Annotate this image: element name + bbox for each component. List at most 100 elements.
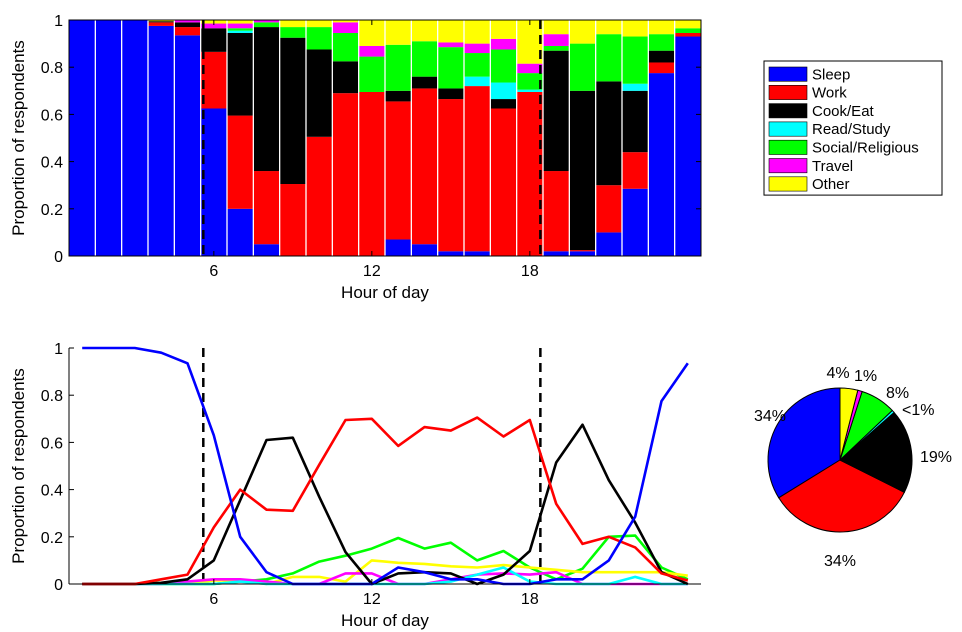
bar-other-18 xyxy=(516,20,543,64)
stacked-bar-chart: 0 0.2 0.4 0.6 0.8 1 6 12 18 Hour of day Proporti… xyxy=(9,13,702,302)
legend-label-sleep: Sleep xyxy=(812,66,850,83)
bar-other-13 xyxy=(385,20,412,45)
bar-cook-eat-5 xyxy=(174,22,201,28)
bar-sleep-3 xyxy=(121,20,148,256)
bar-work-6 xyxy=(200,51,227,109)
bar-work-14 xyxy=(411,88,438,245)
bar-social-religious-13 xyxy=(385,44,412,91)
bar-social-religious-17 xyxy=(490,49,517,83)
bar-y-tick-label: 0.4 xyxy=(41,155,63,172)
bar-social-religious-12 xyxy=(358,56,385,92)
bar-sleep-24 xyxy=(674,36,701,256)
bar-cook-eat-11 xyxy=(332,61,359,94)
bar-read-study-16 xyxy=(464,76,491,87)
bar-cook-eat-8 xyxy=(253,27,280,172)
bar-work-19 xyxy=(543,171,570,252)
legend-label-social-religious: Social/Religious xyxy=(812,140,919,157)
line-x-tick-label: 12 xyxy=(363,591,381,608)
bar-other-10 xyxy=(306,20,333,28)
bar-read-study-7 xyxy=(227,30,254,33)
bar-travel-8 xyxy=(253,20,280,23)
bar-travel-7 xyxy=(227,23,254,29)
bar-axis-ticks: 0 0.2 0.4 0.6 0.8 1 6 12 18 xyxy=(41,13,701,280)
bar-sleep-16 xyxy=(464,251,491,256)
bar-x-tick-label: 6 xyxy=(209,263,218,280)
bar-social-religious-21 xyxy=(595,34,622,82)
legend-label-read-study: Read/Study xyxy=(812,121,891,138)
bar-sleep-15 xyxy=(437,251,464,256)
line-y-tick-label: 0.8 xyxy=(41,388,63,405)
pie-chart: 34% 34% 19% <1%8% 1% 4% xyxy=(754,365,952,570)
bar-other-19 xyxy=(543,20,570,35)
bar-read-study-17 xyxy=(490,82,517,100)
bar-travel-6 xyxy=(200,23,227,29)
bar-other-7 xyxy=(227,20,254,24)
bar-social-religious-16 xyxy=(464,53,491,77)
bar-x-axis-label: Hour of day xyxy=(341,283,429,302)
bar-other-14 xyxy=(411,20,438,42)
pie-label-travel: 1% xyxy=(854,368,877,385)
bar-work-11 xyxy=(332,93,359,256)
line-series-work xyxy=(82,416,689,586)
bar-work-10 xyxy=(306,136,333,256)
bar-y-tick-label: 0.8 xyxy=(41,60,63,77)
bar-travel-12 xyxy=(358,45,385,57)
bar-other-20 xyxy=(569,20,596,44)
pie-slice-sleep xyxy=(767,387,841,499)
bar-sleep-21 xyxy=(595,232,622,256)
bar-social-religious-7 xyxy=(227,28,254,31)
bar-sleep-23 xyxy=(648,73,675,256)
bar-travel-19 xyxy=(543,34,570,46)
bar-social-religious-23 xyxy=(648,34,675,51)
bar-travel-16 xyxy=(464,43,491,54)
bar-y-axis-label: Proportion of respondents xyxy=(9,40,28,236)
bar-work-7 xyxy=(227,115,254,209)
bar-sleep-5 xyxy=(174,35,201,257)
bar-sleep-13 xyxy=(385,239,412,256)
bar-work-4 xyxy=(148,22,175,26)
bar-work-22 xyxy=(622,152,649,189)
bar-y-tick-label: 0 xyxy=(54,249,63,266)
bar-dashed-lines xyxy=(202,20,542,256)
bar-work-24 xyxy=(674,32,701,37)
bar-work-5 xyxy=(174,27,201,36)
pie-label-social-religious: 8% xyxy=(886,385,909,402)
bar-cook-eat-9 xyxy=(279,37,306,185)
bar-work-15 xyxy=(437,99,464,252)
bar-social-religious-15 xyxy=(437,47,464,89)
bar-social-religious-14 xyxy=(411,41,438,77)
line-x-tick-label: 18 xyxy=(521,591,539,608)
bar-cook-eat-4 xyxy=(148,21,175,23)
bar-work-21 xyxy=(595,185,622,233)
bar-sleep-14 xyxy=(411,244,438,256)
bar-other-11 xyxy=(332,20,359,23)
line-x-tick-label: 6 xyxy=(209,591,218,608)
bar-y-tick-label: 0.2 xyxy=(41,202,63,219)
line-series-cook-eat xyxy=(82,423,689,586)
bar-marks xyxy=(69,20,701,257)
bar-social-religious-19 xyxy=(543,45,570,51)
line-y-tick-label: 0.6 xyxy=(41,435,63,452)
bar-work-12 xyxy=(358,91,385,256)
bar-sleep-6 xyxy=(200,108,227,256)
bar-plot-frame xyxy=(68,19,702,257)
pie-label-read-study: <1% xyxy=(902,402,934,419)
bar-other-15 xyxy=(437,20,464,43)
legend-swatch-travel xyxy=(768,158,808,174)
bar-work-18 xyxy=(516,91,543,256)
bar-social-religious-24 xyxy=(674,28,701,33)
bar-cook-eat-6 xyxy=(200,28,227,52)
bar-other-23 xyxy=(648,20,675,35)
bar-other-16 xyxy=(464,20,491,44)
legend-swatch-sleep xyxy=(768,66,808,82)
bar-travel-5 xyxy=(174,20,201,23)
bar-cook-eat-7 xyxy=(227,32,254,116)
bar-read-study-22 xyxy=(622,83,649,91)
line-y-tick-label: 0.2 xyxy=(41,530,63,547)
bar-travel-18 xyxy=(516,63,543,74)
bar-social-religious-10 xyxy=(306,27,333,50)
bar-social-religious-22 xyxy=(622,36,649,84)
